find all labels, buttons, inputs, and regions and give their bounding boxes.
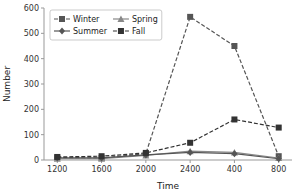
series-marker [99,153,105,159]
y-tick [41,84,44,85]
legend-marker [59,28,65,35]
series-marker [276,155,282,162]
series-marker [231,150,237,157]
legend-label: Summer [73,27,108,36]
legend-marker [117,16,124,23]
series-line [57,119,278,156]
y-tick-label: 200 [24,105,39,114]
y-axis-label: Number [2,66,12,102]
series-marker [187,14,193,20]
x-tick-label: 2000 [136,165,156,174]
y-tick-label: 500 [24,29,39,38]
y-tick-label: 0 [34,156,39,165]
series-marker [54,154,60,160]
x-tick-label: 2400 [180,165,200,174]
chart: 0 100 200 300 400 500 600 1200 1600 2000 2400 400 80… [0,0,300,192]
series-marker [54,154,60,161]
y-tick [41,58,44,59]
y-tick [41,33,44,34]
x-tick-label: 1600 [91,165,111,174]
y-tick-label: 100 [24,131,39,140]
x-tick [234,160,235,163]
series-line [57,151,278,159]
series-marker [143,151,149,157]
series-marker [276,125,282,131]
series-marker [54,154,60,160]
series-marker [187,140,193,146]
x-tick-label: 400 [227,165,242,174]
y-tick-label: 300 [24,80,39,89]
y-tick [41,134,44,135]
legend-frame [50,10,162,40]
series-marker [143,150,149,156]
legend-marker [118,28,124,34]
legend-label: Fall [132,27,145,36]
x-tick [190,160,191,163]
y-tick [41,8,44,9]
legend: Winter Spring Summer Fall [50,10,162,40]
x-tick-label: 800 [271,165,286,174]
y-tick-label: 600 [24,4,39,13]
series-marker [187,149,193,156]
series-line [57,152,278,158]
y-tick [41,109,44,110]
legend-label: Winter [73,15,100,24]
legend-label: Spring [132,15,158,24]
series-marker [231,43,237,49]
x-axis-line [44,160,292,161]
x-tick-label: 1200 [47,165,67,174]
legend-marker [59,16,65,22]
x-tick [145,160,146,163]
y-tick-label: 400 [24,55,39,64]
x-axis-label: Time [156,181,179,191]
y-tick [41,160,44,161]
series-marker [231,116,237,122]
